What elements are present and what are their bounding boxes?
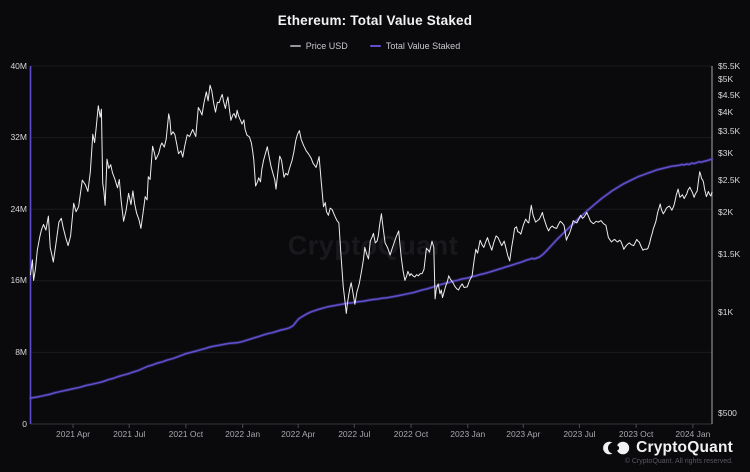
legend: Price USD Total Value Staked — [0, 41, 750, 51]
legend-label-price: Price USD — [305, 41, 348, 51]
chart-title: Ethereum: Total Value Staked — [277, 13, 473, 28]
footer-brand: CryptoQuant — [603, 439, 733, 457]
tvs-series-swatch — [369, 45, 381, 47]
legend-item-price[interactable]: Price USD — [289, 41, 348, 51]
price-line — [30, 84, 713, 314]
cryptoquant-logo-icon — [603, 441, 630, 455]
tvs-line — [29, 158, 713, 399]
price-series-swatch — [289, 45, 301, 47]
copyright-text: © CryptoQuant. All rights reserved. — [624, 458, 733, 465]
legend-item-tvs[interactable]: Total Value Staked — [369, 41, 461, 51]
legend-label-tvs: Total Value Staked — [385, 41, 461, 51]
brand-name: CryptoQuant — [636, 439, 733, 456]
